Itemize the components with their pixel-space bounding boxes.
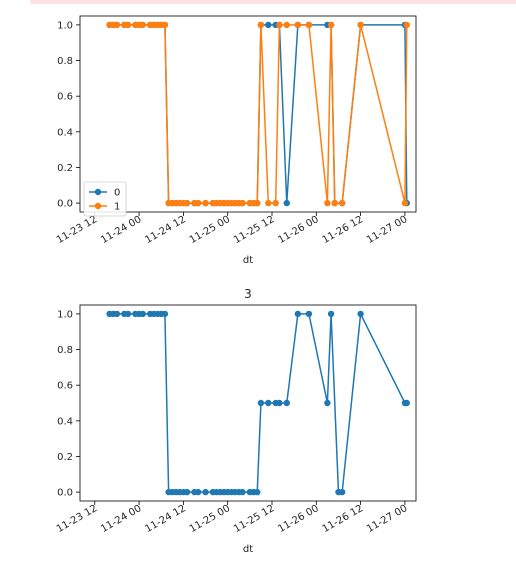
- data-point: [257, 399, 265, 407]
- data-point: [324, 199, 331, 207]
- y-tick-label: 1.0: [57, 20, 73, 31]
- data-point: [265, 21, 272, 29]
- data-point: [124, 310, 132, 318]
- x-tick-label: 11-26 12: [321, 503, 365, 535]
- data-point: [305, 21, 313, 29]
- legend-marker-0: [94, 188, 102, 196]
- data-point: [357, 310, 364, 318]
- legend: 01: [83, 181, 127, 217]
- data-point: [283, 199, 290, 207]
- x-tick-label: 11-25 00: [188, 214, 232, 246]
- legend-label-0: 0: [114, 188, 120, 199]
- y-tick-label: 0.6: [57, 92, 73, 103]
- data-point: [113, 310, 121, 318]
- x-tick-label: 11-24 12: [143, 503, 187, 535]
- data-point: [305, 310, 313, 318]
- data-point: [294, 310, 302, 318]
- top-strip: [30, 0, 516, 4]
- x-tick-label: 11-25 12: [232, 503, 276, 535]
- data-point: [294, 21, 302, 29]
- series-1: [106, 21, 410, 207]
- data-point: [139, 310, 146, 318]
- y-tick-label: 0.6: [57, 381, 73, 392]
- legend-marker-1: [94, 202, 102, 210]
- data-point: [403, 21, 410, 29]
- data-point: [254, 199, 261, 207]
- y-tick-label: 0.0: [57, 488, 73, 499]
- chart-series-0-1: 0.0 0.2 0.4 0.6 0.8 1.0 11-23 12 11-24 00 11-24 …: [55, 15, 417, 266]
- y-tick-label: 0.2: [57, 163, 73, 174]
- data-point: [338, 199, 346, 207]
- x-tick-label: 11-23 12: [55, 214, 99, 246]
- x-tick-label: 11-25 12: [232, 214, 276, 246]
- data-point: [401, 199, 409, 207]
- data-point: [327, 310, 335, 318]
- plot-frame: [79, 304, 417, 502]
- data-point: [403, 399, 410, 407]
- plot-frame: [79, 15, 417, 213]
- data-point: [194, 199, 202, 207]
- data-point: [113, 21, 121, 29]
- data-point: [272, 199, 279, 207]
- x-tick-label: 11-26 12: [321, 214, 365, 246]
- x-tick-label: 11-24 12: [143, 214, 187, 246]
- x-tick-label: 11-25 00: [188, 503, 232, 535]
- data-point: [265, 399, 272, 407]
- data-point: [257, 21, 265, 29]
- x-tick-label: 11-23 12: [55, 503, 99, 535]
- data-point: [331, 199, 338, 207]
- x-tick-label: 11-26 00: [276, 214, 320, 246]
- x-tick-label: 11-24 00: [99, 214, 143, 246]
- y-tick-label: 0.8: [57, 345, 73, 356]
- series-line-1: [109, 24, 408, 204]
- chart-series-3: 0.0 0.2 0.4 0.6 0.8 1.0 11-23 12 11-24 00 11-24 …: [55, 287, 417, 555]
- x-tick-label: 11-26 00: [276, 503, 320, 535]
- data-point: [202, 199, 209, 207]
- y-tick-label: 0.4: [57, 416, 73, 427]
- y-tick-label: 0.2: [57, 452, 73, 463]
- chart-title: 3: [244, 287, 252, 301]
- data-point: [254, 488, 261, 496]
- data-point: [161, 310, 169, 318]
- data-point: [357, 21, 364, 29]
- y-tick-label: 0.0: [57, 199, 73, 210]
- data-point: [239, 199, 246, 207]
- x-tick-label: 11-27 00: [365, 503, 409, 535]
- data-point: [327, 21, 335, 29]
- y-tick-label: 1.0: [57, 309, 73, 320]
- x-tick-label: 11-24 00: [99, 503, 143, 535]
- data-point: [324, 399, 331, 407]
- legend-label-1: 1: [114, 202, 120, 213]
- y-tick-label: 0.4: [57, 127, 73, 138]
- data-point: [283, 21, 290, 29]
- data-point: [338, 488, 346, 496]
- data-point: [183, 488, 191, 496]
- x-axis-label: dt: [243, 544, 253, 555]
- legend-box: [83, 181, 127, 217]
- data-point: [265, 199, 272, 207]
- data-point: [283, 399, 290, 407]
- data-point: [276, 21, 283, 29]
- data-point: [202, 488, 209, 496]
- x-axis-label: dt: [243, 255, 253, 266]
- data-point: [276, 399, 283, 407]
- series-3: [106, 310, 410, 496]
- data-point: [139, 21, 146, 29]
- data-point: [124, 21, 132, 29]
- data-point: [239, 488, 246, 496]
- data-point: [183, 199, 191, 207]
- y-tick-label: 0.8: [57, 56, 73, 67]
- data-point: [161, 21, 169, 29]
- x-tick-label: 11-27 00: [365, 214, 409, 246]
- data-point: [194, 488, 202, 496]
